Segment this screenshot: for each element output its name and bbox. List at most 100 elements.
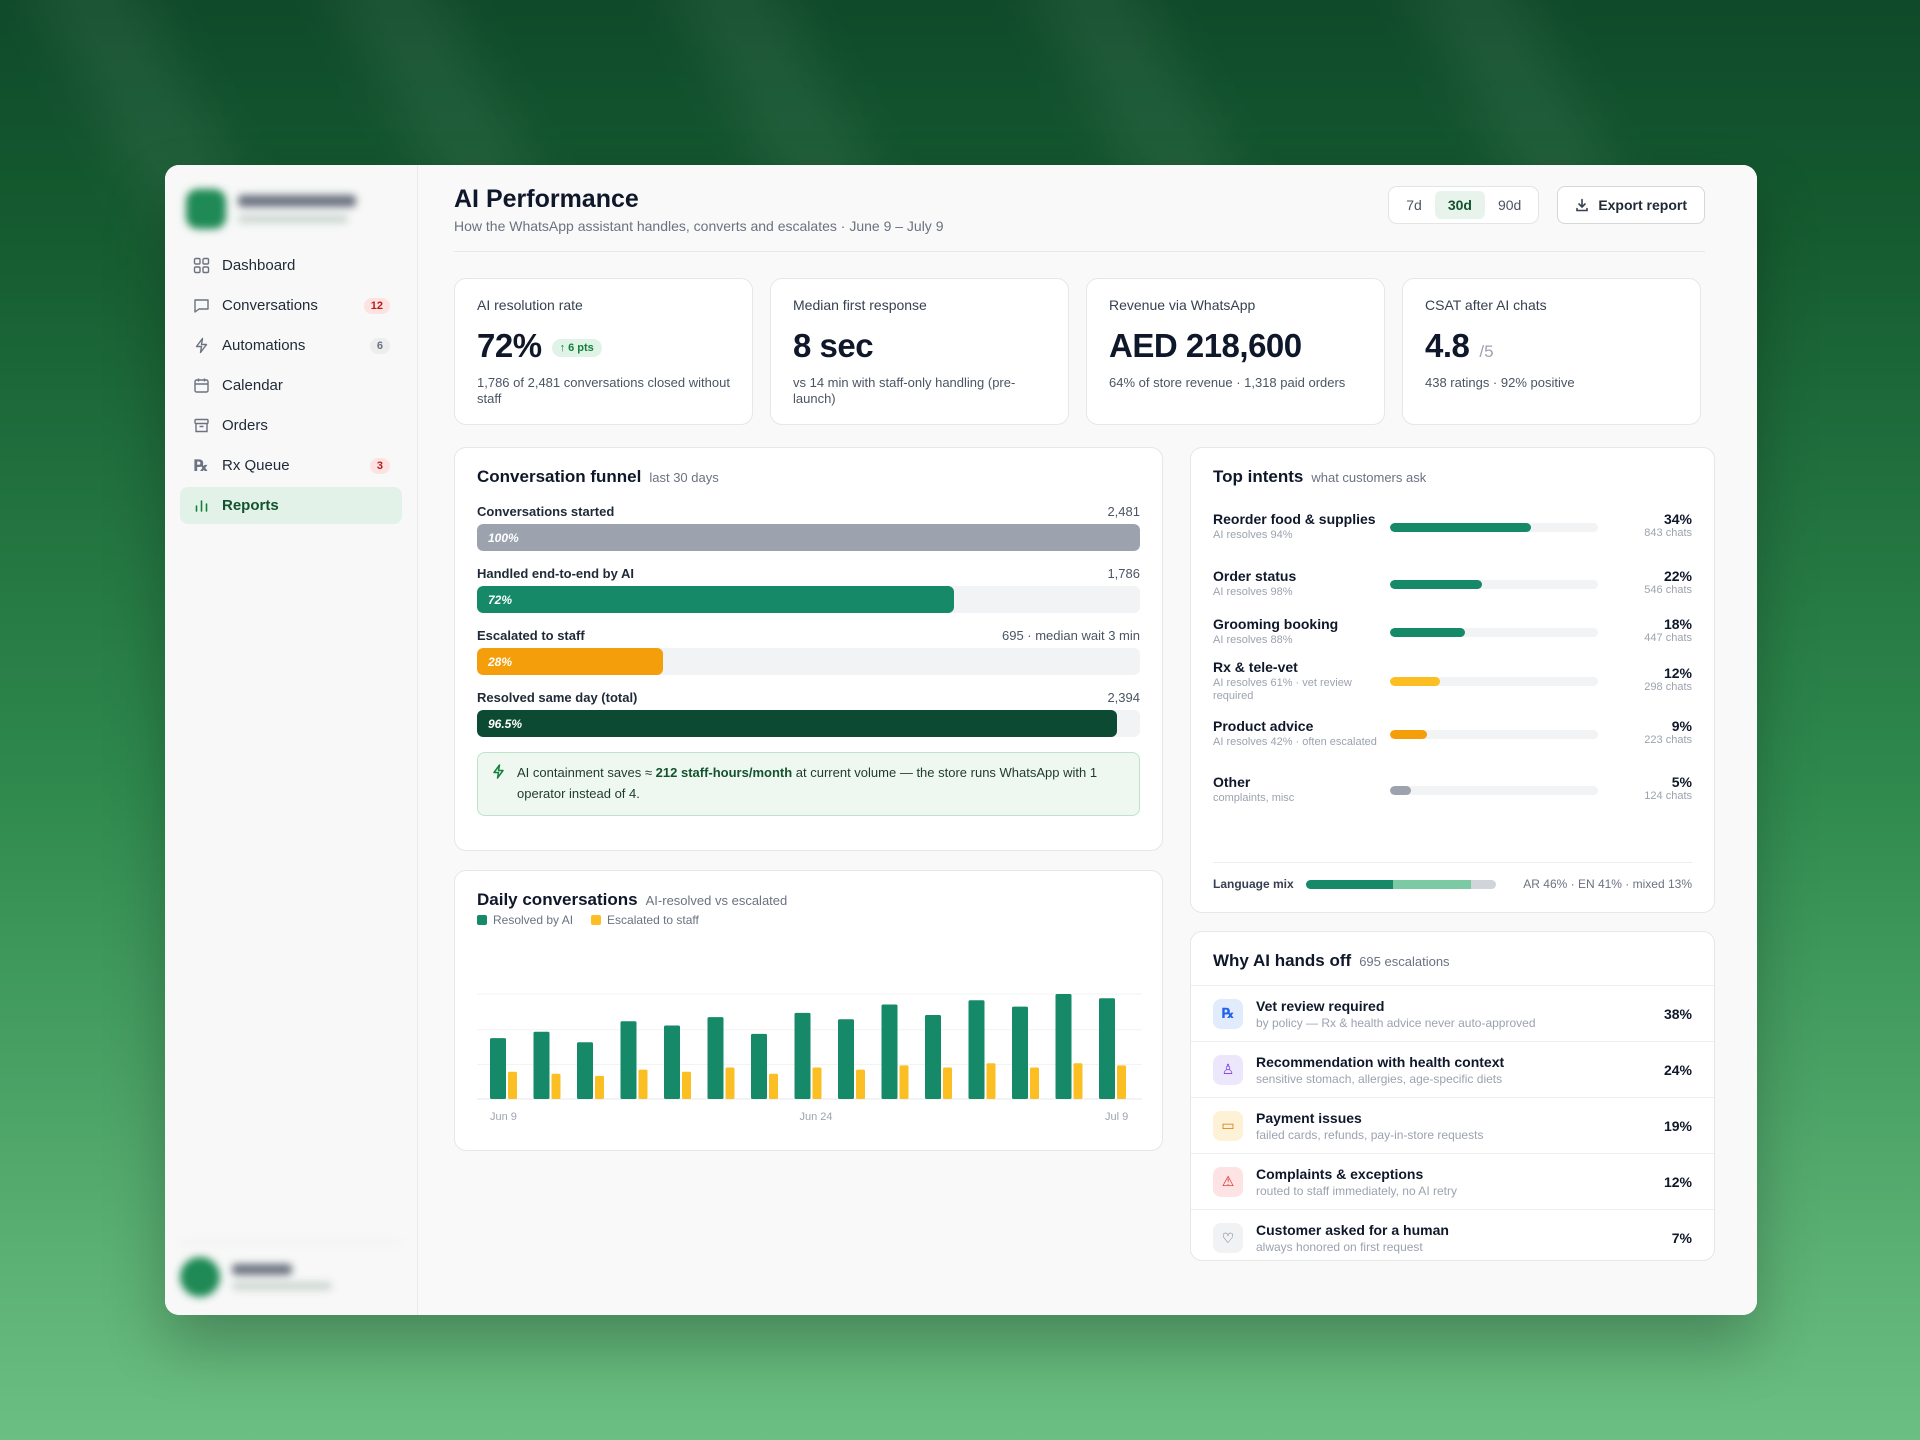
handoff-subtitle: 695 escalations	[1359, 954, 1450, 969]
bar-resolved-by-ai	[794, 1012, 811, 1099]
top-intents-card: Top intents what customers ask Reorder fo…	[1190, 447, 1715, 913]
bar-escalated-to-staff	[1030, 1067, 1039, 1099]
sidebar-item-reports[interactable]: Reports	[180, 487, 402, 524]
bar-resolved-by-ai	[490, 1038, 506, 1099]
handoff-reason-title: Complaints & exceptions	[1256, 1165, 1424, 1182]
sidebar-item-calendar[interactable]: Calendar	[180, 367, 402, 404]
funnel-bar-track: 72%	[477, 586, 1140, 613]
handoff-reason-title: Customer asked for a human	[1256, 1222, 1449, 1238]
intents-title: Top intents what customers ask	[1213, 467, 1427, 486]
intent-name: Grooming booking	[1213, 616, 1339, 632]
intent-detail: AI resolves 98%	[1213, 586, 1293, 599]
intent-name: Reorder food & supplies	[1213, 511, 1376, 527]
sidebar-item-label: Calendar	[222, 377, 283, 394]
funnel-row-label: Escalated to staff	[477, 628, 585, 643]
sidebar-item-conversations[interactable]: Conversations 12	[180, 287, 402, 324]
bar-resolved-by-ai	[533, 1031, 550, 1099]
rx-icon: ℞	[1213, 998, 1243, 1029]
bar-escalated-to-staff	[943, 1067, 952, 1099]
range-90d-button[interactable]: 90d	[1497, 197, 1522, 213]
intent-percent: 5%	[1671, 773, 1692, 790]
sidebar-item-label: Dashboard	[222, 257, 296, 274]
kpi-value: 8 sec	[793, 327, 874, 364]
intent-bar-fill	[1390, 729, 1428, 739]
kpi-card: Median first response 8 sec vs 14 min wi…	[770, 278, 1069, 425]
funnel-bar-percent: 100%	[488, 530, 519, 545]
handoff-title: Why AI hands off 695 escalations	[1213, 951, 1450, 970]
heart-icon: ♡	[1213, 1223, 1243, 1253]
sidebar-item-rx-queue[interactable]: ℞ Rx Queue 3	[180, 447, 402, 484]
handoff-reason-detail: always honored on first request	[1256, 1240, 1423, 1254]
date-range-toggle: 7d 30d 90d	[1388, 186, 1540, 224]
funnel-row-value: 2,481	[1107, 504, 1140, 519]
bar-resolved-by-ai	[838, 1019, 854, 1099]
user-icon: ♙	[1213, 1054, 1243, 1085]
funnel-row-value: 1,786	[1107, 566, 1140, 581]
intent-name: Order status	[1213, 568, 1297, 584]
kpi-label: AI resolution rate	[477, 297, 583, 313]
avatar	[180, 1257, 220, 1297]
intent-bar-track	[1390, 627, 1598, 637]
intent-percent: 18%	[1663, 615, 1692, 632]
intent-bar-track	[1390, 785, 1598, 795]
export-label: Export report	[1598, 197, 1687, 213]
kpi-label: Median first response	[793, 297, 927, 313]
handoff-reason-row: ♙ Recommendation with health context sen…	[1191, 1042, 1714, 1098]
bar-escalated-to-staff	[769, 1073, 778, 1099]
funnel-bar-percent: 72%	[488, 592, 513, 607]
range-30d-button[interactable]: 30d	[1434, 191, 1485, 219]
kpi-value: 4.8	[1425, 327, 1470, 364]
funnel-bar-fill: 72%	[477, 586, 955, 613]
range-7d-button[interactable]: 7d	[1406, 197, 1422, 213]
sidebar-item-dashboard[interactable]: Dashboard	[180, 247, 402, 284]
funnel-bar-fill: 100%	[477, 524, 1140, 551]
intent-bar-fill	[1390, 627, 1465, 637]
handoff-reason-row: ⚠ Complaints & exceptions routed to staf…	[1191, 1154, 1714, 1210]
x-tick-label: Jun 9	[490, 1111, 517, 1123]
user-profile[interactable]	[180, 1242, 402, 1297]
handoff-reason-detail: routed to staff immediately, no AI retry	[1256, 1183, 1457, 1198]
bar-escalated-to-staff	[682, 1071, 691, 1099]
funnel-row: Handled end-to-end by AI 1,786 72%	[477, 566, 1140, 613]
bar-escalated-to-staff	[856, 1069, 865, 1099]
bar-escalated-to-staff	[812, 1067, 822, 1099]
card-icon: ▭	[1213, 1110, 1243, 1141]
handoff-reason-percent: 12%	[1663, 1173, 1692, 1190]
intent-count: 843 chats	[1644, 526, 1692, 539]
intent-percent: 9%	[1671, 717, 1692, 734]
daily-conversations-card: Daily conversations AI-resolved vs escala…	[454, 870, 1163, 1151]
funnel-title: Conversation funnel last 30 days	[477, 467, 719, 486]
bar-escalated-to-staff	[508, 1071, 517, 1099]
kpi-note: 64% of store revenue · 1,318 paid orders	[1109, 375, 1346, 390]
handoff-reason-row: ℞ Vet review required by policy — Rx & h…	[1191, 986, 1714, 1042]
language-segment-ar	[1305, 879, 1394, 889]
daily-title: Daily conversations AI-resolved vs escala…	[477, 890, 788, 909]
funnel-bar-track: 28%	[477, 648, 1140, 675]
export-report-button[interactable]: Export report	[1557, 186, 1705, 224]
sidebar: Dashboard Conversations 12 Automations 6 C…	[165, 165, 418, 1315]
bar-escalated-to-staff	[551, 1073, 561, 1099]
handoff-reason-title: Payment issues	[1256, 1109, 1362, 1126]
intent-percent: 22%	[1663, 567, 1692, 584]
sidebar-item-orders[interactable]: Orders	[180, 407, 402, 444]
page-title: AI Performance	[454, 185, 639, 213]
count-badge: 3	[369, 457, 390, 474]
funnel-bar-fill: 96.5%	[477, 710, 1117, 737]
sidebar-item-automations[interactable]: Automations 6	[180, 327, 402, 364]
bar-resolved-by-ai	[1012, 1006, 1028, 1099]
page-subtitle: How the WhatsApp assistant handles, conv…	[454, 218, 944, 234]
lightning-icon	[492, 764, 505, 786]
kpi-value: 72%	[477, 327, 542, 364]
intent-detail: AI resolves 42% · often escalated	[1213, 736, 1377, 749]
intent-count: 124 chats	[1644, 789, 1692, 802]
intent-name: Product advice	[1213, 718, 1314, 734]
count-badge: 12	[363, 297, 390, 314]
handoff-reason-detail: by policy — Rx & health advice never aut…	[1256, 1015, 1536, 1030]
bar-escalated-to-staff	[725, 1067, 735, 1099]
bar-escalated-to-staff	[986, 1063, 996, 1099]
handoff-reason-percent: 24%	[1663, 1061, 1692, 1078]
legend-escalated: Escalated to staff	[591, 913, 699, 927]
main-content: AI Performance How the WhatsApp assistan…	[418, 165, 1757, 1315]
intent-detail: AI resolves 94%	[1213, 529, 1293, 542]
bar-resolved-by-ai	[664, 1025, 680, 1099]
